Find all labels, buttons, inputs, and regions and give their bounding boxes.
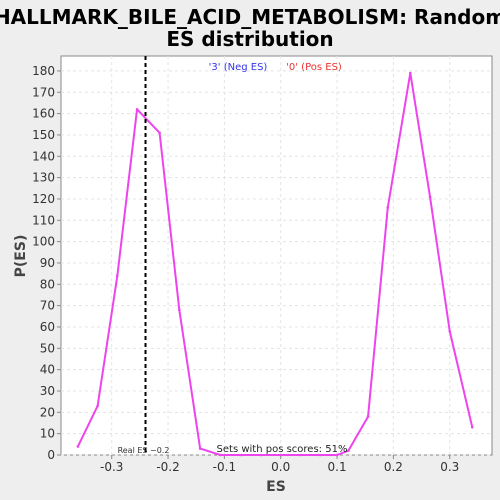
data-point [116,274,119,278]
x-tick-label: 0.1 [328,460,347,474]
y-tick-label: 160 [32,107,55,121]
data-point [198,447,202,450]
series-marks [76,71,474,457]
data-point [158,131,161,135]
x-tick-label: 0.0 [271,460,290,474]
data-point [366,415,370,418]
data-point [299,453,302,457]
legend-pos-es: '0' (Pos ES) [286,62,342,73]
x-tick-label: -0.2 [156,460,179,474]
pos-scores-annotation: Sets with pos scores: 51% [217,444,348,455]
y-tick-label: 60 [40,320,55,334]
real-es-label: Real ES −0.2 [118,446,170,455]
data-point [76,445,80,448]
y-axis-label: P(ES) [13,235,29,278]
y-tick-label: 80 [40,277,55,291]
y-tick-label: 10 [40,427,55,441]
data-point [279,453,283,457]
x-axis-label: ES [266,479,286,495]
data-point [347,449,350,453]
y-tick-label: 50 [40,341,55,355]
data-point [135,108,139,111]
y-tick-label: 150 [32,128,55,142]
grid-lines [61,56,492,456]
data-point [239,453,243,457]
legend-neg-es: '3' (Neg ES) [209,62,268,73]
y-tick-label: 110 [32,213,55,227]
y-tick-label: 170 [32,85,55,99]
y-tick-label: 70 [40,299,55,313]
y-tick-label: 30 [40,384,55,398]
data-point [318,453,322,457]
y-tick-label: 130 [32,171,55,185]
y-tick-label: 0 [47,448,55,462]
data-point [219,453,222,457]
data-point [448,329,452,333]
y-tick-label: 90 [40,256,55,270]
data-point [428,195,432,199]
y-axis-ticks: 0 10 20 30 40 50 60 70 80 90 100 110 120 130 140 150 160… [32,64,61,462]
y-tick-label: 140 [32,149,55,163]
y-tick-label: 40 [40,363,55,377]
data-point [259,453,263,457]
data-point [470,425,474,429]
data-point [409,71,412,75]
x-tick-label: 0.3 [440,460,459,474]
x-tick-label: -0.3 [100,460,123,474]
chart-title-line2: ES distribution [166,27,333,51]
x-axis-ticks: -0.3 -0.2 -0.1 0.0 0.1 0.2 0.3 [100,455,459,474]
y-tick-label: 20 [40,405,55,419]
y-tick-label: 180 [32,64,55,78]
y-tick-label: 120 [32,192,55,206]
data-point [386,206,390,209]
chart-title-line1: HALLMARK_BILE_ACID_METABOLISM: Random [0,5,500,29]
data-point [335,453,339,457]
x-tick-label: 0.2 [384,460,403,474]
x-tick-label: -0.1 [213,460,236,474]
data-point [96,404,99,408]
y-tick-label: 100 [32,235,55,249]
data-point [178,308,181,312]
plot-area [60,55,493,456]
